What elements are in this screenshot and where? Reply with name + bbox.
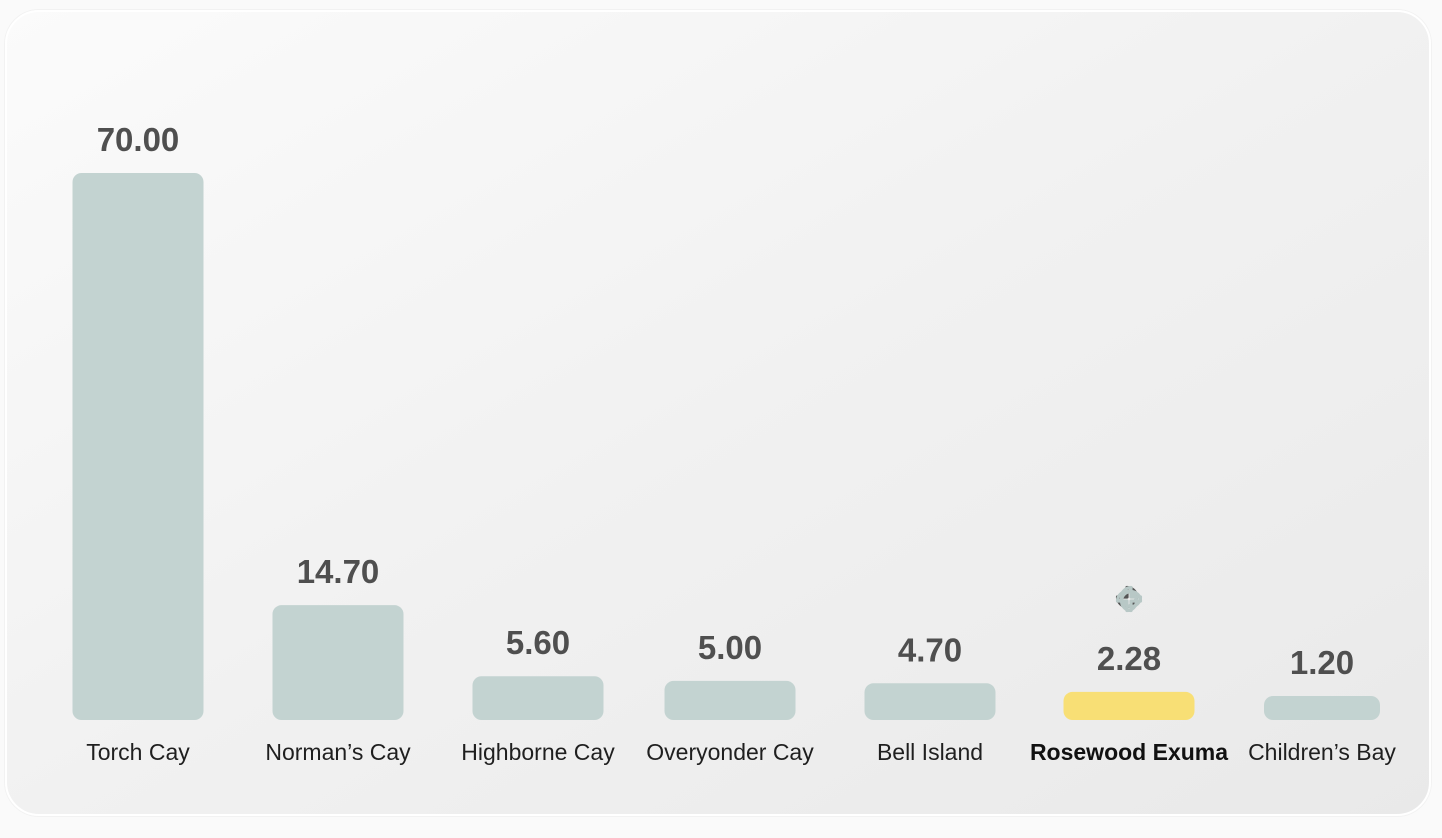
clover-logo-icon [1115, 585, 1143, 613]
value-label-4: 4.70 [898, 631, 962, 668]
category-label-4: Bell Island [877, 739, 983, 765]
bar-4 [864, 683, 996, 720]
value-label-6: 1.20 [1290, 644, 1354, 681]
category-label-1: Norman’s Cay [265, 739, 411, 765]
bar-6 [1264, 696, 1380, 720]
bar-2 [472, 676, 604, 720]
value-label-5: 2.28 [1097, 640, 1161, 677]
bar-1 [272, 605, 404, 720]
bar-0 [72, 173, 204, 720]
category-label-5: Rosewood Exuma [1030, 739, 1228, 765]
category-label-0: Torch Cay [86, 739, 190, 765]
category-label-2: Highborne Cay [461, 739, 615, 765]
category-label-6: Children’s Bay [1248, 739, 1396, 765]
value-label-1: 14.70 [297, 553, 380, 590]
category-label-3: Overyonder Cay [646, 739, 814, 765]
bar-5 [1063, 691, 1195, 720]
value-label-3: 5.00 [698, 629, 762, 666]
value-label-0: 70.00 [97, 121, 180, 158]
bar-3 [664, 680, 796, 720]
value-label-2: 5.60 [506, 624, 570, 661]
